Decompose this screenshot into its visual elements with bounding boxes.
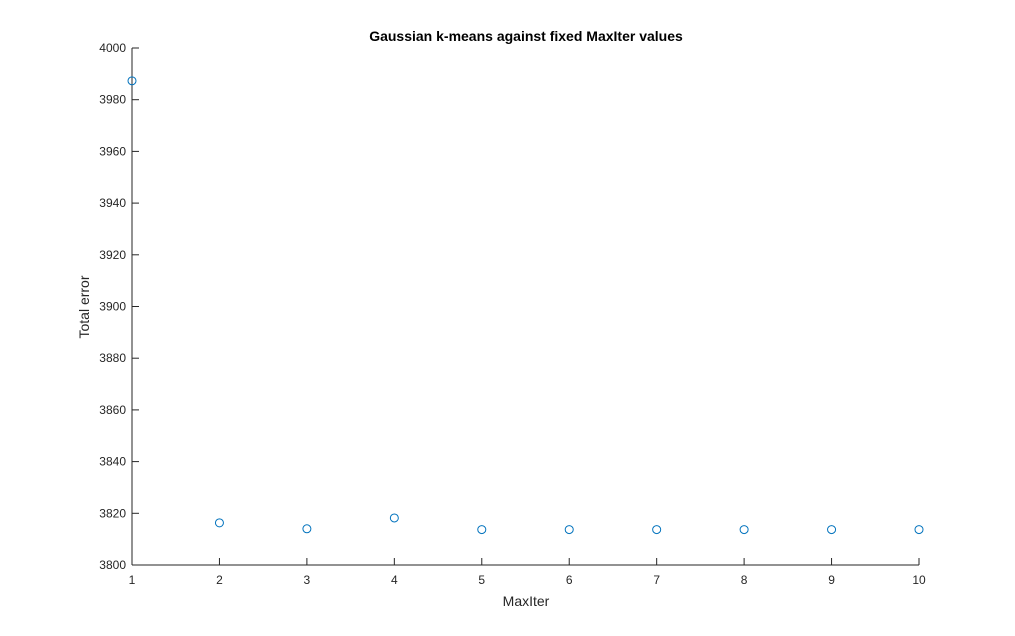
x-tick-label: 7 bbox=[653, 573, 660, 587]
y-axis-ticks: 3800 3820 3840 3860 3880 3900 3920 3940 3960 3980… bbox=[99, 41, 139, 572]
x-axis-ticks: 1 2 3 4 5 6 7 8 9 10 bbox=[129, 558, 926, 587]
data-point bbox=[389, 513, 399, 523]
y-tick-label: 3920 bbox=[99, 248, 126, 262]
x-tick-label: 8 bbox=[741, 573, 748, 587]
data-point bbox=[652, 525, 662, 535]
plot-area: 1 2 3 4 5 6 7 8 9 10 3800 3820 3840 3860 3880 3900 3920… bbox=[99, 41, 926, 587]
y-tick-label: 3900 bbox=[99, 300, 126, 314]
x-tick-label: 10 bbox=[912, 573, 926, 587]
x-tick-label: 4 bbox=[391, 573, 398, 587]
y-tick-label: 3860 bbox=[99, 403, 126, 417]
data-point bbox=[827, 525, 837, 535]
data-points bbox=[127, 76, 924, 535]
x-axis-label: MaxIter bbox=[503, 593, 550, 609]
x-tick-label: 3 bbox=[304, 573, 311, 587]
x-tick-label: 6 bbox=[566, 573, 573, 587]
y-axis-label: Total error bbox=[76, 275, 92, 338]
data-point bbox=[302, 524, 312, 534]
y-tick-label: 3800 bbox=[99, 558, 126, 572]
data-point bbox=[564, 525, 574, 535]
y-tick-label: 3940 bbox=[99, 196, 126, 210]
y-tick-label: 3840 bbox=[99, 455, 126, 469]
x-tick-label: 5 bbox=[478, 573, 485, 587]
data-point bbox=[739, 525, 749, 535]
x-tick-label: 1 bbox=[129, 573, 136, 587]
y-tick-label: 3960 bbox=[99, 144, 126, 158]
y-tick-label: 3980 bbox=[99, 93, 126, 107]
data-point bbox=[127, 76, 137, 86]
x-tick-label: 9 bbox=[828, 573, 835, 587]
y-tick-label: 3880 bbox=[99, 351, 126, 365]
y-tick-label: 4000 bbox=[99, 41, 126, 55]
data-point bbox=[214, 518, 224, 528]
chart-title: Gaussian k-means against fixed MaxIter v… bbox=[369, 28, 683, 44]
data-point bbox=[914, 525, 924, 535]
x-tick-label: 2 bbox=[216, 573, 223, 587]
data-point bbox=[477, 525, 487, 535]
y-tick-label: 3820 bbox=[99, 506, 126, 520]
